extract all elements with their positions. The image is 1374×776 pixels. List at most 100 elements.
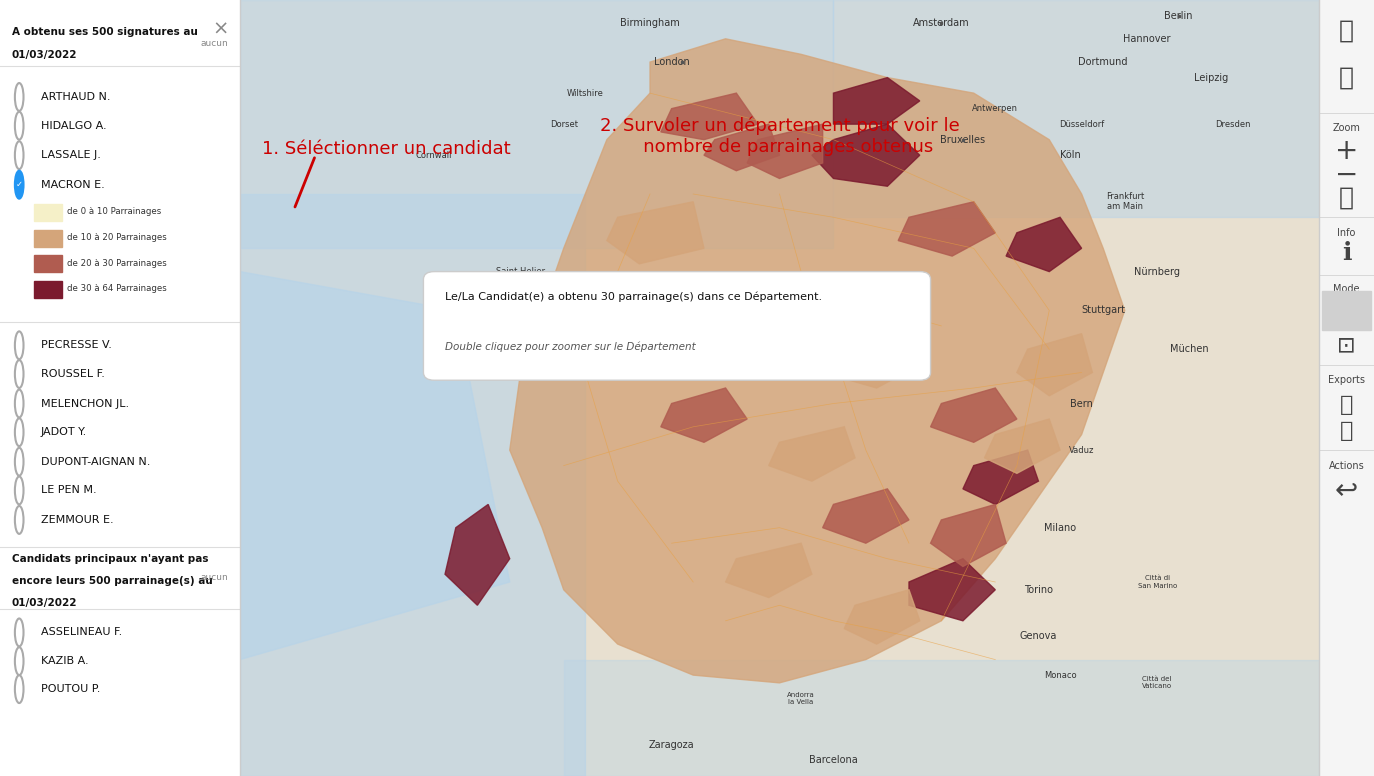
Text: aucun: aucun xyxy=(201,573,228,582)
Polygon shape xyxy=(963,450,1039,504)
Text: ×: × xyxy=(213,19,229,38)
Text: ARTHAUD N.: ARTHAUD N. xyxy=(41,92,110,102)
Text: Vaduz: Vaduz xyxy=(1069,445,1094,455)
Bar xyxy=(834,0,1319,217)
Polygon shape xyxy=(510,39,1125,683)
Text: 01/03/2022: 01/03/2022 xyxy=(12,598,77,608)
Text: Köln: Köln xyxy=(1061,151,1081,160)
Text: ℹ: ℹ xyxy=(1342,241,1351,265)
Text: JADOT Y.: JADOT Y. xyxy=(41,428,87,437)
Text: LE PEN M.: LE PEN M. xyxy=(41,486,96,495)
Text: Actions: Actions xyxy=(1329,461,1364,470)
Text: PECRESSE V.: PECRESSE V. xyxy=(41,341,111,350)
Text: 🔍: 🔍 xyxy=(1340,19,1353,43)
Text: encore leurs 500 parrainage(s) au: encore leurs 500 parrainage(s) au xyxy=(12,576,213,586)
Text: ASSELINEAU F.: ASSELINEAU F. xyxy=(41,628,122,637)
Text: ROUSSEL F.: ROUSSEL F. xyxy=(41,369,104,379)
Text: LASSALE J.: LASSALE J. xyxy=(41,151,100,160)
Text: POUTOU P.: POUTOU P. xyxy=(41,684,100,694)
Text: aucun: aucun xyxy=(201,39,228,48)
Text: de 10 à 20 Parrainages: de 10 à 20 Parrainages xyxy=(67,233,168,242)
Text: ⤢: ⤢ xyxy=(1340,186,1353,210)
Polygon shape xyxy=(747,124,823,178)
Bar xyxy=(33,255,62,272)
FancyBboxPatch shape xyxy=(423,272,930,380)
Text: Genova: Genova xyxy=(1020,632,1057,641)
Polygon shape xyxy=(834,78,919,124)
Polygon shape xyxy=(683,310,779,365)
Bar xyxy=(563,660,1319,776)
Bar xyxy=(240,0,834,248)
Text: Cornwall: Cornwall xyxy=(416,151,452,160)
Polygon shape xyxy=(618,279,692,334)
Bar xyxy=(33,230,62,247)
Text: MELENCHON JL.: MELENCHON JL. xyxy=(41,399,129,408)
Text: KAZIB A.: KAZIB A. xyxy=(41,656,88,666)
Polygon shape xyxy=(985,419,1059,473)
Text: 01/03/2022: 01/03/2022 xyxy=(12,50,77,61)
Polygon shape xyxy=(661,388,747,442)
Text: Düsseldorf: Düsseldorf xyxy=(1059,120,1105,129)
Text: Stuttgart: Stuttgart xyxy=(1081,306,1125,315)
Text: Monaco: Monaco xyxy=(1044,670,1076,680)
Text: Leipzig: Leipzig xyxy=(1194,73,1228,82)
Text: ✛: ✛ xyxy=(1336,307,1358,330)
Text: Città di
San Marino: Città di San Marino xyxy=(1138,576,1176,588)
Text: Bruxelles: Bruxelles xyxy=(940,135,985,144)
Text: Città del
Vaticano: Città del Vaticano xyxy=(1142,677,1172,689)
Text: 2. Survoler un département pour voir le
   nombre de parrainages obtenus: 2. Survoler un département pour voir le … xyxy=(599,116,959,156)
Text: Frankfurt
am Main: Frankfurt am Main xyxy=(1106,192,1145,212)
Polygon shape xyxy=(1017,334,1092,396)
Text: ↩: ↩ xyxy=(1336,476,1358,504)
Text: 🖨: 🖨 xyxy=(1340,395,1353,415)
Text: DUPONT-AIGNAN N.: DUPONT-AIGNAN N. xyxy=(41,457,150,466)
Text: Milano: Milano xyxy=(1044,523,1076,532)
Text: Zoom: Zoom xyxy=(1333,123,1360,133)
Text: Mode: Mode xyxy=(1333,284,1360,293)
Text: Andorra
la Vella: Andorra la Vella xyxy=(787,692,815,705)
Text: ZEMMOUR E.: ZEMMOUR E. xyxy=(41,515,114,525)
Bar xyxy=(240,194,585,776)
Text: Dortmund: Dortmund xyxy=(1079,57,1128,67)
Text: de 20 à 30 Parrainages: de 20 à 30 Parrainages xyxy=(67,258,168,268)
Text: Zaragoza: Zaragoza xyxy=(649,740,694,750)
Text: Birmingham: Birmingham xyxy=(620,19,680,28)
Text: Torino: Torino xyxy=(1024,585,1052,594)
Polygon shape xyxy=(910,559,995,621)
Text: 1. Séléctionner un candidat: 1. Séléctionner un candidat xyxy=(261,140,510,158)
Text: ⊡: ⊡ xyxy=(1337,335,1356,355)
Text: Exports: Exports xyxy=(1329,376,1364,385)
Text: Hannover: Hannover xyxy=(1123,34,1171,43)
Polygon shape xyxy=(607,202,703,264)
Polygon shape xyxy=(703,124,779,171)
Polygon shape xyxy=(930,504,1006,566)
Text: Saint Helier: Saint Helier xyxy=(496,267,545,276)
Text: ✓: ✓ xyxy=(15,180,23,189)
Text: A obtenu ses 500 signatures au: A obtenu ses 500 signatures au xyxy=(12,27,198,37)
Text: Double cliquez pour zoomer sur le Département: Double cliquez pour zoomer sur le Départ… xyxy=(445,341,695,352)
Polygon shape xyxy=(899,202,995,256)
Polygon shape xyxy=(823,334,919,388)
Polygon shape xyxy=(812,124,919,186)
Text: Müchen: Müchen xyxy=(1171,345,1209,354)
Polygon shape xyxy=(1006,217,1081,272)
Bar xyxy=(1322,291,1371,330)
Bar xyxy=(33,204,62,221)
Text: 🔗: 🔗 xyxy=(1340,66,1353,89)
Polygon shape xyxy=(240,272,510,660)
Text: Le/La Candidat(e) a obtenu 30 parrainage(s) dans ce Département.: Le/La Candidat(e) a obtenu 30 parrainage… xyxy=(445,291,822,302)
Text: MACRON E.: MACRON E. xyxy=(41,180,104,189)
Bar xyxy=(33,281,62,298)
Text: de 30 à 64 Parrainages: de 30 à 64 Parrainages xyxy=(67,284,168,293)
Text: Bern: Bern xyxy=(1070,399,1094,408)
Polygon shape xyxy=(661,93,758,140)
Text: Barcelona: Barcelona xyxy=(809,756,857,765)
Text: London: London xyxy=(654,57,690,67)
Polygon shape xyxy=(930,388,1017,442)
Text: Antwerpen: Antwerpen xyxy=(973,104,1018,113)
Text: Dorset: Dorset xyxy=(550,120,577,129)
Polygon shape xyxy=(844,590,919,644)
Text: HIDALGO A.: HIDALGO A. xyxy=(41,121,106,130)
Circle shape xyxy=(15,171,23,199)
Text: Info: Info xyxy=(1337,228,1356,237)
